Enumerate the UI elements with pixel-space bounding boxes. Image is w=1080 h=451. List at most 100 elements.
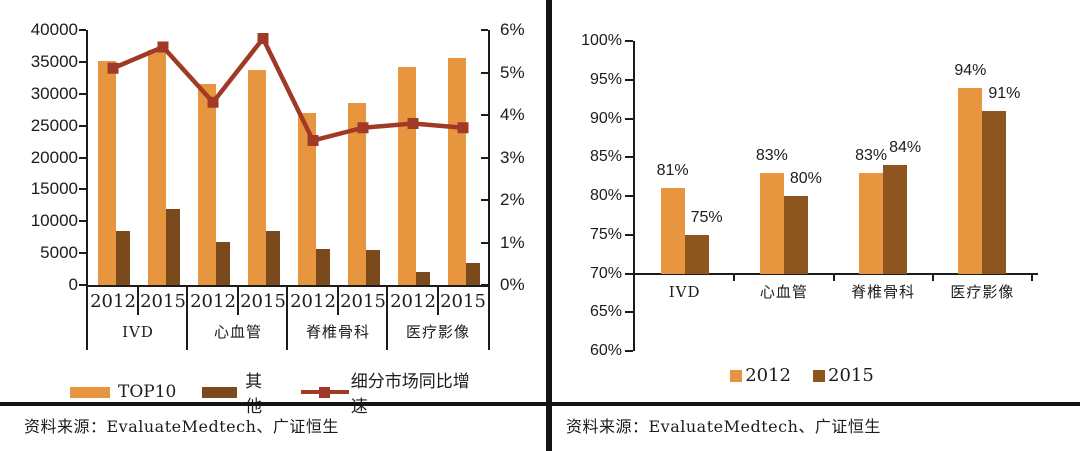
y-axis-tick [625, 233, 633, 236]
category-separator [286, 285, 288, 350]
legend-label-growth: 细分市场同比增速 [350, 372, 470, 417]
bar-2012 [958, 87, 983, 274]
swatch-2012 [730, 369, 743, 382]
bar-other [466, 263, 480, 285]
year-separator [437, 285, 439, 315]
y-axis-tick-label: 65% [589, 303, 622, 321]
category-tick [931, 273, 934, 281]
top10-swatch [70, 386, 110, 398]
y-axis-right-tick [481, 71, 488, 74]
category-tick [832, 273, 835, 281]
bar-2015 [982, 110, 1007, 274]
y-axis-left-tick-label: 40000 [30, 20, 78, 39]
legend-label-2012: 2012 [745, 365, 791, 386]
year-label: 2015 [240, 291, 286, 312]
bar-other [316, 249, 330, 285]
panel-divider [545, 0, 552, 451]
y-axis-left-tick-label: 35000 [30, 51, 78, 71]
top10-share-chart: 60% 65% 70% 75% 80% 85% 90% 95% 100% IVD 心血管 脊椎骨科 医疗… [552, 0, 1080, 451]
bar-other [366, 249, 380, 285]
category-separator [488, 285, 490, 350]
category-label: 心血管 [759, 282, 808, 301]
y-axis-right-tick [481, 241, 488, 244]
growth-line-swatch-marker [318, 386, 330, 398]
bar-top10 [248, 70, 266, 285]
y-axis-left-tick-label: 0 [68, 275, 78, 294]
bar-2015 [783, 196, 808, 274]
bar-2012 [759, 172, 784, 274]
bar-top10 [398, 66, 416, 285]
legend-label-2015: 2015 [828, 365, 874, 386]
data-label-2015: 75% [690, 208, 723, 226]
legend-item-top10: TOP10 [70, 382, 176, 402]
y-axis-line [633, 41, 635, 351]
bar-top10 [98, 61, 116, 285]
data-label-2012: 83% [855, 146, 888, 164]
y-axis-left-tick-label: 30000 [30, 83, 78, 103]
source-caption-left: 资料来源：EvaluateMedtech、广证恒生 [24, 417, 339, 436]
y-axis-right-tick-label: 2% [500, 190, 525, 209]
category-label: 脊椎骨科 [305, 323, 370, 341]
y-axis-tick [625, 272, 633, 275]
y-axis-left-tick-label: 5000 [40, 243, 78, 263]
data-label-2015: 84% [889, 139, 922, 156]
legend-item-2015: 2015 [813, 365, 874, 386]
bar-top10 [148, 50, 166, 285]
data-label-2012: 94% [954, 61, 987, 79]
y-axis-left-tick [79, 29, 86, 31]
right-chart-legend: 2012 2015 [582, 365, 1022, 386]
y-axis-right-tick-label: 0% [500, 275, 525, 294]
bar-2012 [859, 172, 884, 274]
year-label: 2012 [290, 291, 336, 312]
growth-line-swatch [300, 386, 349, 399]
x-axis-line [86, 285, 490, 287]
y-axis-left-tick-label: 20000 [30, 147, 78, 167]
bar-top10 [298, 112, 316, 285]
category-separator [386, 285, 388, 350]
category-tick [733, 273, 736, 281]
y-axis-tick-label: 100% [581, 32, 622, 49]
y-axis-left-tick [79, 92, 86, 95]
y-axis-left-tick-label: 10000 [30, 211, 78, 231]
y-axis-tick [625, 156, 633, 159]
y-axis-tick [625, 40, 633, 42]
left-chart-legend: TOP10 其他 细分市场同比增速 [70, 367, 470, 417]
category-label: 心血管 [213, 323, 262, 341]
right-chart-panel: 60% 65% 70% 75% 80% 85% 90% 95% 100% IVD 心血管 脊椎骨科 医疗… [552, 0, 1080, 451]
y-axis-tick-label: 70% [589, 264, 622, 282]
bar-other [216, 242, 230, 285]
y-axis-left-tick [79, 188, 86, 191]
y-axis-left-tick [79, 124, 86, 127]
y-axis-right-tick-label: 3% [500, 147, 525, 167]
y-axis-left-tick-label: 15000 [30, 179, 78, 199]
source-divider-left [0, 402, 546, 406]
y-axis-tick-label: 80% [589, 187, 622, 204]
y-axis-tick [625, 195, 633, 197]
bar-other [266, 230, 280, 285]
y-axis-right-tick [481, 114, 488, 116]
y-axis-right-tick-label: 4% [500, 105, 525, 124]
other-swatch [202, 386, 238, 398]
year-label: 2015 [340, 291, 386, 312]
legend-label-top10: TOP10 [118, 382, 177, 402]
y-axis-tick [625, 350, 633, 352]
y-axis-right-tick [481, 29, 488, 31]
data-label-2015: 80% [789, 170, 822, 187]
legend-item-other: 其他 [202, 367, 274, 417]
source-caption-right: 资料来源：EvaluateMedtech、广证恒生 [566, 417, 881, 436]
category-label: IVD [122, 323, 154, 341]
y-axis-left-tick [79, 252, 86, 255]
y-axis-tick-label: 90% [589, 109, 622, 127]
left-chart-panel: 0 5000 10000 15000 20000 25000 30000 35000 40000… [0, 20, 546, 436]
year-label: 2012 [90, 291, 136, 312]
category-tick [1031, 273, 1033, 281]
bar-2012 [660, 188, 685, 274]
bar-other [116, 230, 130, 285]
x-axis-line [633, 272, 1038, 275]
y-axis-left-tick-label: 25000 [30, 115, 78, 135]
bar-2015 [883, 165, 908, 274]
year-label: 2012 [390, 291, 436, 312]
year-separator [337, 285, 339, 315]
legend-item-growth: 细分市场同比增速 [300, 367, 470, 417]
